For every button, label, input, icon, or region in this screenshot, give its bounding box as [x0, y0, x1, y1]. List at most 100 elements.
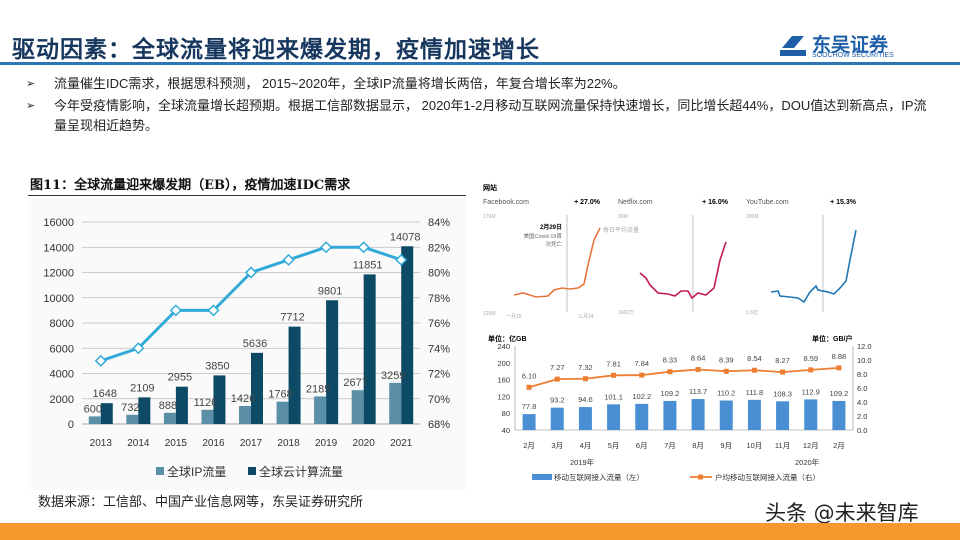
y2-tick-label: 10.0 [857, 356, 872, 365]
dou-point-marker [526, 384, 532, 390]
share-point-marker [244, 266, 258, 279]
x-tick-label: 5月 [608, 441, 620, 450]
line-data-label: 8.64 [691, 354, 706, 363]
site-name: Facebook.com [483, 199, 529, 206]
youtube-line [770, 229, 857, 304]
ip-traffic-bar [88, 416, 101, 424]
bullet-text: 流量催生IDC需求，根据思科预测， 2015~2020年，全球IP流量将增长两倍… [54, 76, 626, 91]
mobile-traffic-bar [522, 414, 536, 430]
series-label: 每日平均流量 [603, 226, 639, 234]
x-tick-label: 2月 [523, 441, 535, 450]
mobile-traffic-bar [719, 400, 733, 430]
y-tick-label: 6000 [50, 343, 74, 355]
y-min: 120M [483, 311, 496, 317]
cloud-traffic-bar [288, 326, 301, 424]
x-tick-label: 2016 [202, 438, 225, 449]
cloud-data-label: 1648 [93, 388, 117, 400]
ip-traffic-bar [351, 390, 364, 424]
annotation-text: 次死亡 [545, 240, 562, 248]
cloud-traffic-bar [363, 274, 376, 424]
ip-traffic-bar [163, 412, 176, 424]
bar-data-label: 109.2 [661, 389, 680, 398]
y-tick-label: 4000 [50, 369, 74, 381]
footer-bar [0, 523, 960, 540]
y-tick-label: 200 [497, 359, 510, 368]
logo-name-cn: 东吴证券 [812, 34, 889, 56]
arrow-bullet-icon: ➢ [26, 78, 36, 90]
bar-data-label: 111.8 [746, 388, 764, 397]
legend-line-label: 户均移动互联网接入流量（右） [715, 472, 820, 482]
y2-tick-label: 2.0 [857, 412, 867, 421]
cloud-data-label: 2955 [168, 372, 192, 384]
site-change: + 27.0% [574, 199, 601, 206]
ip-traffic-bar [389, 382, 402, 424]
y-min: 1.6亿 [746, 309, 758, 316]
y-max: 200M [746, 214, 759, 220]
y2-tick-label: 6.0 [857, 384, 867, 393]
x-tick-label: 2020 [353, 438, 376, 449]
y-min: 1600万 [618, 310, 634, 316]
dou-point-marker [751, 367, 757, 373]
cloud-data-label: 3850 [205, 360, 229, 372]
bar-data-label: 102.2 [632, 392, 651, 401]
dou-line [528, 366, 839, 389]
y2-tick-label: 82% [428, 242, 450, 254]
mobile-traffic-bar [747, 399, 761, 430]
line-data-label: 8.39 [719, 355, 734, 364]
share-point-marker [320, 241, 333, 254]
bar-data-label: 113.7 [689, 387, 707, 396]
y2-tick-label: 72% [428, 369, 450, 381]
y2-tick-label: 80% [428, 268, 450, 280]
y-tick-label: 160 [497, 376, 510, 385]
bar-data-label: 108.3 [773, 389, 792, 398]
x-tick-label: 2013 [90, 438, 113, 449]
mobile-traffic-bar [607, 404, 621, 430]
legend-line-marker [698, 474, 703, 480]
x-tick-label: 2018 [277, 438, 300, 449]
ip-data-label: 600 [84, 403, 102, 415]
bar-data-label: 77.8 [522, 402, 537, 411]
share-point-marker [169, 304, 182, 317]
ip-data-label: 888 [159, 400, 177, 412]
annotation-date: 2月29日 [540, 223, 562, 231]
y-tick-label: 16000 [43, 217, 74, 229]
x-tick-label: 2014 [127, 438, 150, 449]
facebook-line [513, 227, 601, 298]
site-change: + 15.3% [830, 199, 857, 206]
year-label: 2019年 [570, 457, 595, 467]
ip-data-label: 3259 [381, 370, 405, 382]
header-divider [0, 62, 960, 65]
scs-logo-icon [780, 36, 806, 56]
cloud-traffic-bar [175, 386, 188, 424]
y2-tick-label: 12.0 [857, 342, 872, 351]
ip-traffic-bar [126, 414, 139, 424]
mobile-traffic-bar [663, 400, 677, 430]
y2-tick-label: 0.0 [857, 426, 867, 435]
y2-tick-label: 8.0 [857, 370, 867, 379]
bar-data-label: 112.9 [802, 387, 820, 396]
bar-data-label: 93.2 [550, 396, 565, 405]
mobile-traffic-bar [776, 401, 790, 430]
x-tick-label: 11月 [775, 441, 790, 450]
y-tick-label: 40 [502, 426, 510, 435]
x-tick-label: 12月 [803, 441, 819, 450]
logo-name-en: SOOCHOW SECURITIES [812, 52, 894, 59]
annotation-text: 美国Covid-19首 [523, 232, 562, 240]
y-tick-label: 12000 [43, 268, 74, 280]
bar-data-label: 110.2 [717, 389, 735, 398]
y2-tick-label: 76% [428, 318, 450, 330]
page-title: 驱动因素：全球流量将迎来爆发期，疫情加速增长 [12, 36, 540, 63]
share-point-marker [207, 304, 220, 317]
x-tick-label: 2021 [390, 438, 413, 449]
facebook-panel: Facebook.com + 27.0% 170M 120M 一月15 三月24… [483, 199, 639, 320]
y-tick-label: 0 [68, 419, 74, 431]
line-data-label: 8.88 [832, 352, 847, 361]
mobile-traffic-bar [550, 407, 564, 430]
legend-bar-label: 移动互联网接入流量（左） [554, 472, 644, 482]
site-name: YouTube.com [746, 199, 789, 206]
x-tick-label: 7月 [664, 441, 676, 450]
figure-caption: 图11：全球流量迎来爆发期（EB），疫情加速IDC需求 [30, 178, 351, 193]
cloud-data-label: 7712 [280, 312, 304, 324]
y2-tick-label: 78% [428, 293, 450, 305]
